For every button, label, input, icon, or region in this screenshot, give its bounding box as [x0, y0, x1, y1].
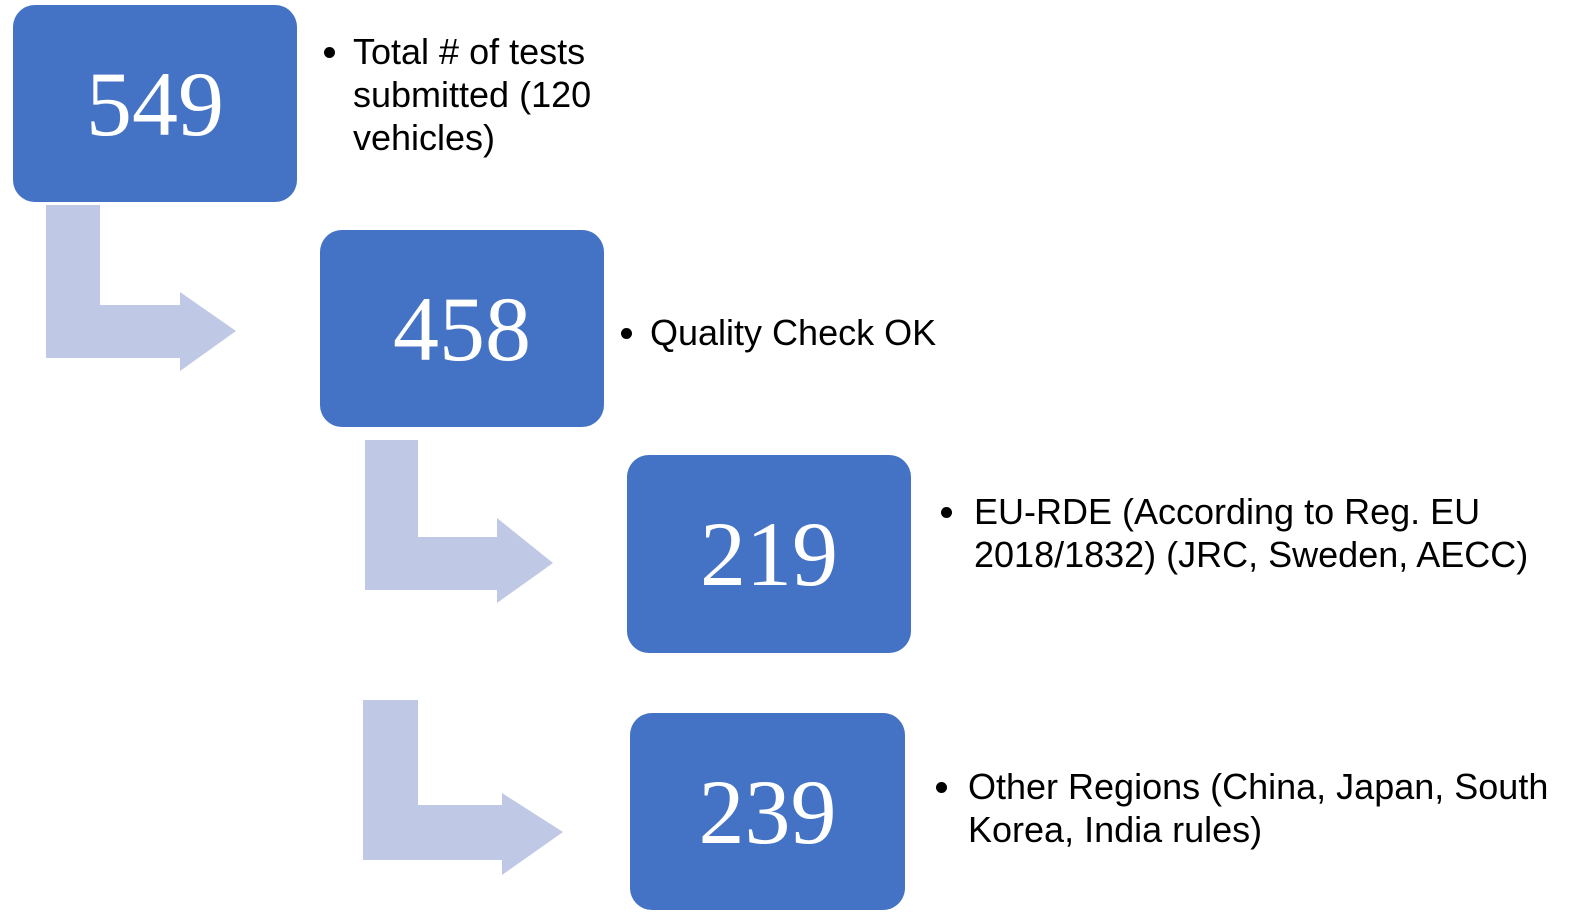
- description: Other Regions (China, Japan, South Korea…: [930, 765, 1565, 851]
- description-text: Other Regions (China, Japan, South Korea…: [965, 765, 1565, 851]
- description-text: Quality Check OK: [650, 311, 1150, 354]
- number-box: 458: [320, 230, 604, 427]
- number-box: 219: [627, 455, 911, 653]
- arrow: [46, 205, 236, 371]
- number-box: 549: [13, 5, 297, 202]
- description: Quality Check OK: [615, 311, 1150, 354]
- description-text: Total # of tests submitted (120 vehicles…: [353, 30, 643, 159]
- arrow: [363, 700, 563, 875]
- arrow: [365, 440, 553, 603]
- description-text: EU-RDE (According to Reg. EU 2018/1832) …: [970, 490, 1595, 576]
- number-box: 239: [630, 713, 905, 910]
- description: Total # of tests submitted (120 vehicles…: [318, 30, 643, 159]
- description: EU-RDE (According to Reg. EU 2018/1832) …: [935, 490, 1595, 576]
